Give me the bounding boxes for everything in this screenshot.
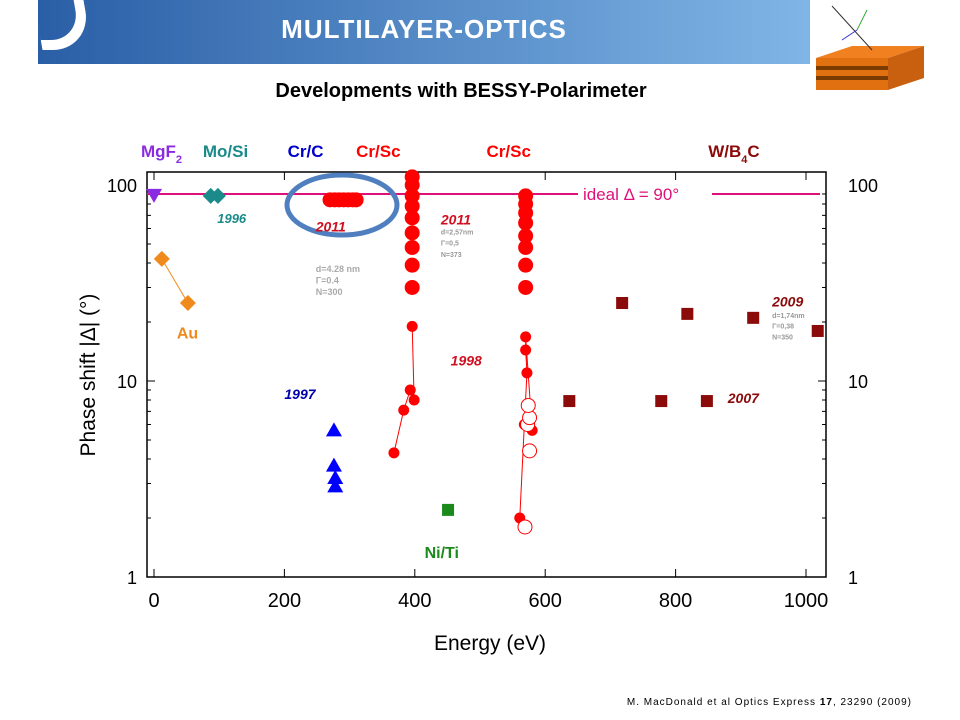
data-point — [325, 422, 342, 437]
y-tick-label-right: 100 — [848, 176, 878, 196]
annotation-label: Cr/Sc — [487, 142, 531, 161]
annotation-label: 2011 — [315, 218, 346, 234]
annotation-label: 1996 — [217, 211, 247, 226]
annotation-label: Γ=0.4 — [316, 275, 339, 285]
data-point — [406, 320, 418, 332]
y-tick-label-right: 1 — [848, 568, 858, 588]
highlight-ellipse — [284, 172, 400, 238]
citation: M. MacDonald et al Optics Express 17, 23… — [627, 697, 912, 708]
data-point — [408, 394, 420, 406]
annotation-label: 2007 — [727, 390, 760, 406]
data-point — [325, 457, 342, 472]
data-point — [327, 478, 344, 493]
data-point — [521, 367, 533, 379]
annotation-label: 1998 — [451, 352, 482, 368]
data-point — [388, 447, 400, 459]
x-tick-label: 400 — [398, 590, 431, 612]
annotation-label: N=350 — [772, 334, 793, 341]
annotation-label: d=2,57nm — [441, 229, 474, 236]
plot-frame — [146, 171, 827, 578]
annotation-label: d=4.28 nm — [316, 264, 360, 274]
multilayer-stack-icon — [816, 5, 924, 90]
annotation-label: d=1,74nm — [772, 313, 805, 320]
y-tick-label: 100 — [107, 176, 137, 196]
data-point — [153, 250, 170, 267]
data-point — [520, 397, 536, 413]
data-point — [616, 297, 629, 310]
annotation-label: Au — [177, 325, 198, 342]
annotation-label: Cr/C — [288, 142, 324, 161]
annotation-label: Cr/Sc — [356, 142, 400, 161]
data-point — [517, 519, 533, 535]
data-point — [681, 307, 694, 320]
data-point — [811, 324, 824, 337]
data-point — [146, 188, 162, 203]
data-point — [518, 239, 534, 255]
annotation-label: Γ=0,5 — [441, 241, 459, 248]
citation-text: M. MacDonald et al Optics Express — [626, 697, 820, 708]
data-point — [327, 469, 344, 484]
annotation-label: 2011 — [440, 211, 471, 227]
ideal-line-label: ideal Δ = 90° — [583, 185, 679, 204]
annotation-label: 2009 — [771, 293, 803, 309]
title-banner — [38, 0, 810, 64]
annotation-label: Ni/Ti — [425, 545, 459, 562]
data-point — [442, 503, 455, 516]
data-point — [404, 239, 420, 255]
data-point — [700, 395, 713, 408]
data-point — [518, 257, 534, 273]
annotation-label: MgF2 — [141, 142, 182, 166]
x-tick-label: 0 — [148, 590, 159, 612]
data-point — [655, 395, 668, 408]
data-point — [398, 404, 410, 416]
data-point — [520, 344, 532, 356]
x-tick-label: 1000 — [784, 590, 829, 612]
data-point — [404, 225, 420, 241]
y-tick-label: 10 — [117, 372, 137, 392]
data-point — [348, 192, 364, 208]
data-point — [518, 215, 534, 231]
x-tick-label: 800 — [659, 590, 692, 612]
slide-subtitle: Developments with BESSY-Polarimeter — [275, 80, 647, 102]
data-point — [404, 257, 420, 273]
annotation-label: 1997 — [284, 386, 316, 402]
annotation-label: Mo/Si — [203, 142, 248, 161]
annotation-label: Γ=0,38 — [772, 324, 794, 331]
data-point — [404, 210, 420, 226]
data-point — [747, 311, 760, 324]
y-tick-label: 1 — [127, 568, 137, 588]
data-point — [404, 279, 420, 295]
data-point — [522, 443, 538, 459]
data-point — [179, 295, 196, 312]
citation-pages: , 23290 (2009) — [832, 697, 912, 708]
data-point — [520, 331, 532, 343]
annotation-label: W/B4C — [708, 142, 759, 166]
annotation-label: N=300 — [316, 287, 343, 297]
data-point — [404, 384, 416, 396]
annotation-label: N=373 — [441, 252, 462, 259]
series-line — [161, 258, 189, 304]
citation-volume: 17 — [819, 697, 833, 708]
y-tick-label-right: 10 — [848, 372, 868, 392]
x-tick-label: 600 — [529, 590, 562, 612]
slide-title: MULTILAYER-OPTICS — [281, 14, 567, 44]
data-point — [518, 279, 534, 295]
x-tick-label: 200 — [268, 590, 301, 612]
data-point — [209, 187, 226, 204]
x-axis-label: Energy (eV) — [434, 632, 546, 655]
data-point — [563, 395, 576, 408]
y-axis-label: Phase shift |Δ| (°) — [77, 294, 100, 457]
